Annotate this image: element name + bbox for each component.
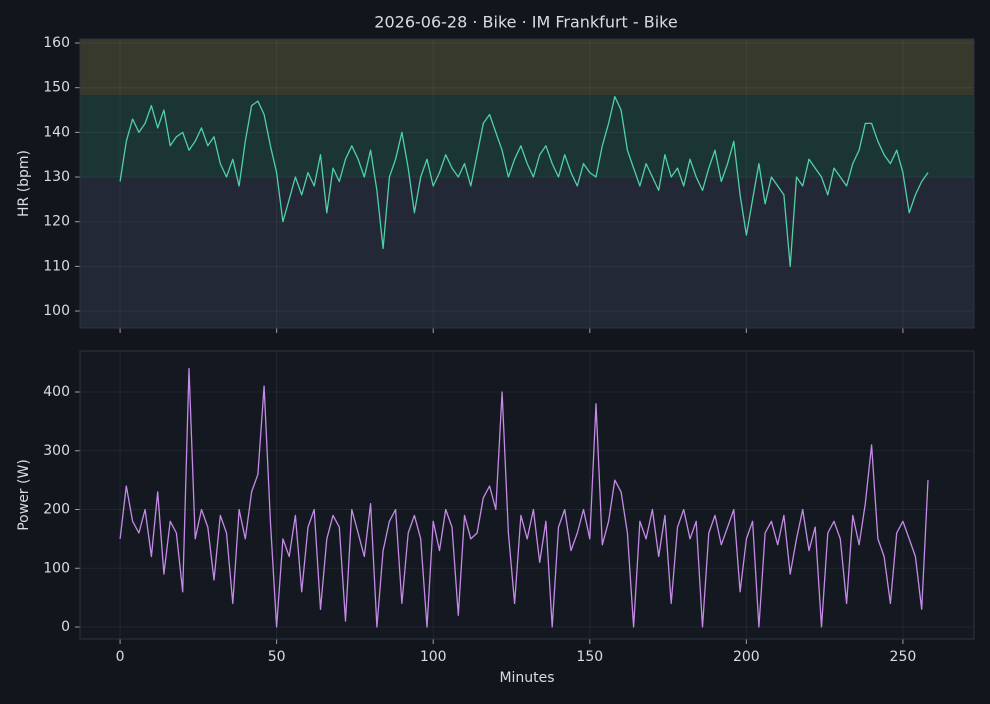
y-tick-label: 400 xyxy=(43,384,70,400)
x-tick-label: 0 xyxy=(116,649,125,665)
x-tick-label: 100 xyxy=(420,649,447,665)
y-axis-label: HR (bpm) xyxy=(16,150,32,217)
x-tick-label: 250 xyxy=(890,649,917,665)
y-tick-label: 100 xyxy=(43,560,70,576)
y-tick-label: 200 xyxy=(43,502,70,518)
y-tick-label: 110 xyxy=(43,258,70,274)
y-tick-label: 130 xyxy=(43,169,70,185)
x-tick-label: 200 xyxy=(733,649,760,665)
x-tick-label: 50 xyxy=(268,649,286,665)
y-axis-label: Power (W) xyxy=(16,459,32,531)
y-tick-label: 160 xyxy=(43,35,70,51)
data-line xyxy=(119,367,929,628)
chart-title: 2026-06-28 · Bike · IM Frankfurt - Bike xyxy=(374,13,677,32)
plot-frame xyxy=(79,38,975,329)
y-tick-label: 120 xyxy=(43,214,70,230)
data-line xyxy=(119,95,929,268)
hr-zone xyxy=(80,95,974,178)
y-tick-label: 0 xyxy=(61,619,70,635)
hr-zone xyxy=(80,177,974,328)
y-tick-label: 100 xyxy=(43,303,70,319)
x-axis-label: Minutes xyxy=(499,670,554,686)
hr-zone xyxy=(80,39,974,96)
plot-frame xyxy=(79,350,975,640)
y-tick-label: 140 xyxy=(43,124,70,140)
y-tick-label: 300 xyxy=(43,443,70,459)
y-tick-label: 150 xyxy=(43,80,70,96)
plot-area xyxy=(80,351,974,639)
x-tick-label: 150 xyxy=(576,649,603,665)
